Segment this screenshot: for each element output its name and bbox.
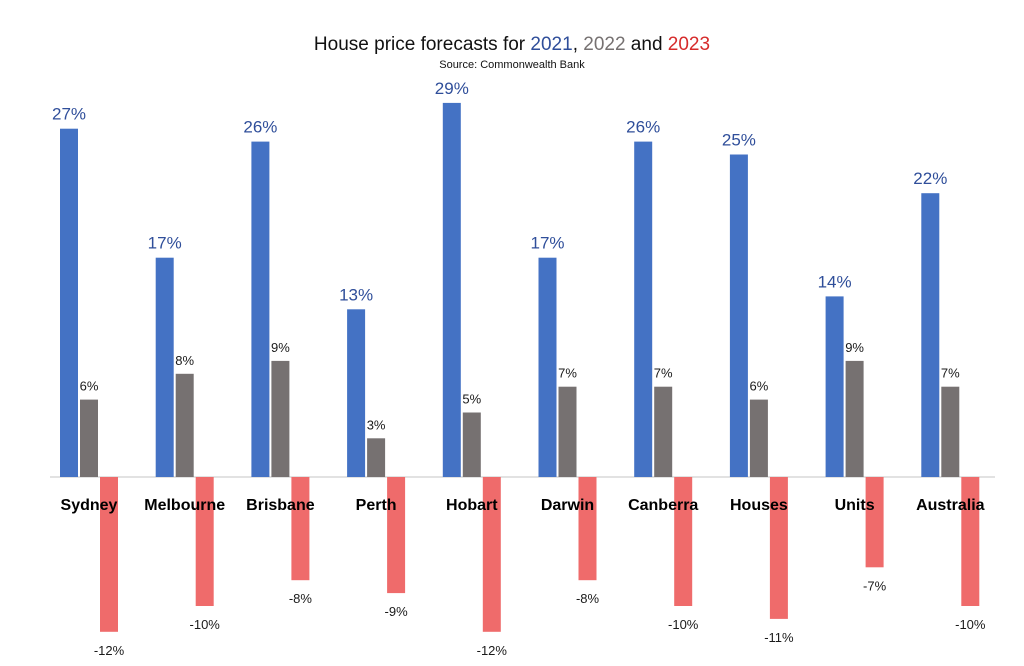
value-label-2021-houses: 25% (722, 131, 756, 150)
title-and: and (625, 34, 668, 55)
value-label-2023-darwin: -8% (576, 591, 600, 606)
bar-2021-australia (921, 193, 940, 477)
value-label-2021-canberra: 26% (626, 118, 660, 137)
bar-2021-darwin (538, 257, 557, 477)
bar-2022-hobart (462, 412, 481, 477)
value-label-2023-sydney: -12% (94, 643, 125, 658)
chart-subtitle: Source: Commonwealth Bank (439, 59, 585, 71)
value-label-2021-darwin: 17% (530, 234, 564, 253)
value-label-2022-hobart: 5% (462, 392, 481, 407)
bar-2022-australia (941, 386, 960, 477)
bar-2021-melbourne (155, 257, 174, 477)
category-label-brisbane: Brisbane (246, 497, 315, 514)
title-prefix: House price forecasts for (313, 34, 531, 55)
value-label-2022-darwin: 7% (558, 366, 577, 381)
bar-2021-units (825, 296, 844, 477)
value-label-2023-brisbane: -8% (289, 591, 313, 606)
value-label-2022-units: 9% (845, 340, 864, 355)
category-label-sydney: Sydney (61, 497, 118, 514)
value-label-2021-brisbane: 26% (243, 118, 277, 137)
value-label-2022-canberra: 7% (654, 366, 673, 381)
bar-2023-melbourne (195, 477, 214, 606)
bar-2021-brisbane (251, 141, 270, 477)
bar-2023-canberra (674, 477, 693, 606)
value-label-2023-hobart: -12% (477, 643, 508, 658)
category-label-houses: Houses (730, 497, 788, 514)
value-label-2023-canberra: -10% (668, 617, 699, 632)
bar-2022-melbourne (175, 373, 194, 477)
value-label-2021-units: 14% (818, 272, 852, 291)
bar-2022-houses (749, 399, 768, 477)
bar-2021-canberra (634, 141, 653, 477)
bar-2023-sydney (100, 477, 118, 632)
value-label-2023-perth: -9% (385, 604, 409, 619)
category-label-canberra: Canberra (628, 497, 698, 514)
title-separator: , (572, 34, 584, 55)
title-year-2021: 2021 (530, 34, 573, 55)
title-year-2022: 2022 (583, 34, 626, 55)
value-label-2021-hobart: 29% (435, 79, 469, 98)
value-label-2023-melbourne: -10% (190, 617, 221, 632)
value-label-2023-australia: -10% (955, 617, 986, 632)
bar-2023-darwin (578, 477, 597, 581)
bar-2023-perth (387, 477, 406, 594)
category-label-perth: Perth (356, 497, 397, 514)
value-label-2021-perth: 13% (339, 285, 373, 304)
bar-2021-sydney (60, 128, 78, 477)
value-label-2021-sydney: 27% (52, 105, 86, 124)
value-label-2021-australia: 22% (913, 169, 947, 188)
value-label-2023-units: -7% (863, 578, 887, 593)
bar-2021-houses (729, 154, 748, 477)
bar-2023-brisbane (291, 477, 310, 581)
chart-title: House price forecasts for 2021, 2022 and… (0, 34, 1024, 56)
bar-2022-canberra (654, 386, 673, 477)
category-label-hobart: Hobart (446, 497, 498, 514)
value-label-2022-brisbane: 9% (271, 340, 290, 355)
value-label-2023-houses: -11% (764, 630, 794, 645)
bar-2023-houses (769, 477, 788, 619)
value-label-2022-australia: 7% (941, 366, 960, 381)
bar-2023-hobart (482, 477, 501, 632)
category-label-melbourne: Melbourne (144, 497, 225, 514)
bar-2023-australia (961, 477, 980, 606)
value-label-2022-houses: 6% (750, 379, 769, 394)
category-label-units: Units (835, 497, 875, 514)
value-label-2021-melbourne: 17% (148, 234, 182, 253)
bar-2022-brisbane (271, 360, 290, 477)
bar-2022-sydney (80, 399, 98, 477)
bar-2022-perth (367, 438, 386, 477)
bar-2021-perth (347, 309, 366, 477)
category-label-darwin: Darwin (541, 497, 594, 514)
bar-2022-darwin (558, 386, 577, 477)
category-label-australia: Australia (916, 497, 985, 514)
bar-2022-units (845, 360, 864, 477)
value-label-2022-melbourne: 8% (175, 353, 194, 368)
title-year-2023: 2023 (667, 34, 711, 55)
value-label-2022-perth: 3% (367, 417, 386, 432)
bar-2023-units (865, 477, 884, 568)
value-label-2022-sydney: 6% (80, 379, 99, 394)
bar-2021-hobart (442, 102, 461, 478)
